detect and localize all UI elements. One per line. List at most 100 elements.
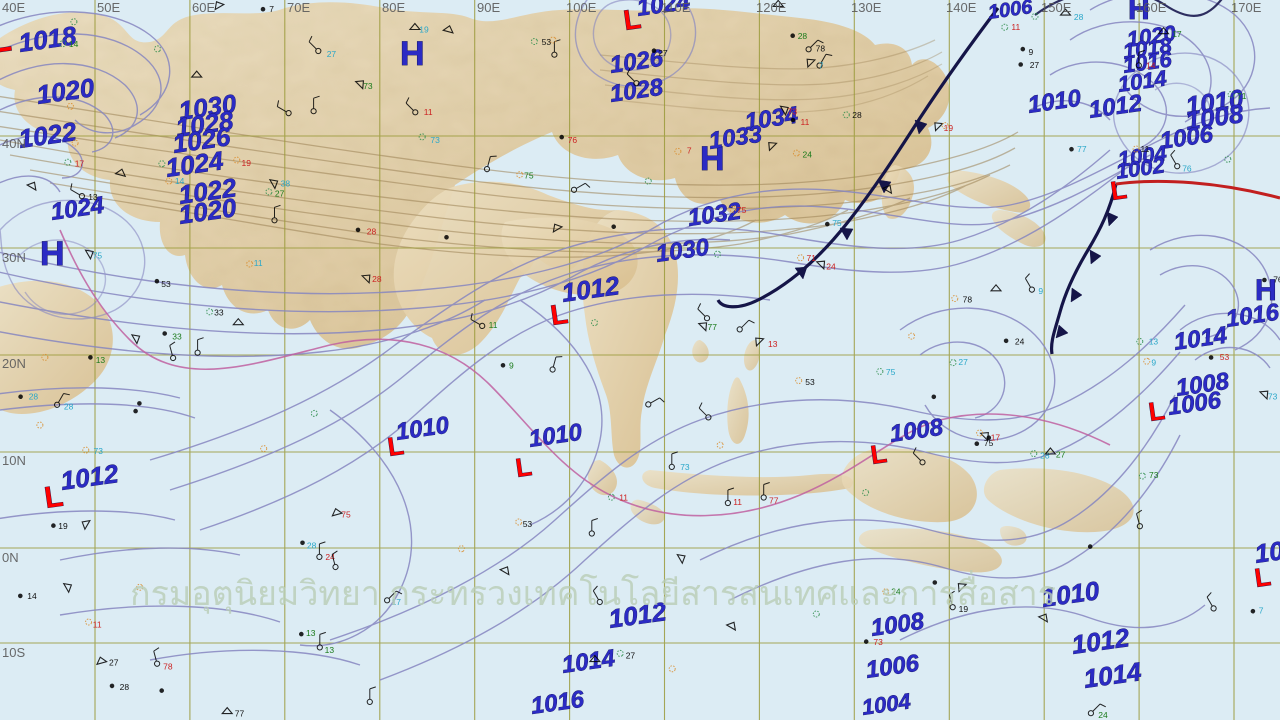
- svg-text:9: 9: [1038, 286, 1043, 296]
- svg-text:40E: 40E: [2, 0, 25, 15]
- svg-text:24: 24: [803, 150, 813, 160]
- svg-text:90E: 90E: [477, 0, 500, 15]
- svg-text:78: 78: [816, 44, 826, 54]
- svg-text:9: 9: [1151, 358, 1156, 368]
- svg-text:17: 17: [75, 158, 85, 168]
- svg-text:100E: 100E: [566, 0, 597, 15]
- svg-text:H: H: [40, 235, 65, 273]
- svg-text:9: 9: [509, 361, 514, 371]
- svg-text:53: 53: [161, 279, 171, 289]
- svg-text:140E: 140E: [946, 0, 977, 15]
- svg-text:27: 27: [958, 357, 968, 367]
- svg-text:17: 17: [1172, 29, 1182, 39]
- svg-text:73: 73: [788, 107, 798, 117]
- svg-text:14: 14: [175, 176, 185, 186]
- svg-text:11: 11: [619, 492, 628, 502]
- svg-text:53: 53: [523, 519, 533, 529]
- svg-text:28: 28: [372, 274, 382, 284]
- svg-text:73: 73: [1149, 470, 1159, 480]
- svg-text:19: 19: [58, 521, 68, 531]
- svg-text:กรมอุตุนิยมวิทยา กระทรวงเทคโนโ: กรมอุตุนิยมวิทยา กระทรวงเทคโนโลยีสารสนเท…: [130, 570, 1056, 614]
- svg-text:75: 75: [886, 367, 896, 377]
- svg-text:77: 77: [708, 322, 718, 332]
- svg-text:33: 33: [172, 331, 182, 341]
- svg-text:71: 71: [1237, 91, 1247, 101]
- svg-text:28: 28: [120, 682, 130, 692]
- svg-text:7: 7: [269, 4, 274, 14]
- svg-text:20N: 20N: [2, 356, 26, 371]
- svg-text:27: 27: [1030, 60, 1040, 70]
- svg-text:24: 24: [826, 261, 836, 271]
- svg-text:28: 28: [64, 401, 74, 411]
- svg-text:30N: 30N: [2, 250, 26, 265]
- svg-text:77: 77: [1077, 144, 1087, 154]
- svg-text:10S: 10S: [2, 645, 25, 660]
- svg-text:73: 73: [430, 135, 440, 145]
- svg-text:28: 28: [1074, 12, 1084, 22]
- svg-text:27: 27: [1056, 449, 1066, 459]
- svg-text:27: 27: [327, 49, 337, 59]
- svg-text:75: 75: [524, 171, 534, 181]
- svg-text:11: 11: [733, 497, 742, 507]
- svg-text:77: 77: [235, 709, 245, 719]
- svg-text:75: 75: [832, 218, 842, 228]
- svg-text:160E: 160E: [1136, 0, 1167, 15]
- svg-text:78: 78: [963, 295, 973, 305]
- svg-text:14: 14: [1146, 61, 1156, 71]
- svg-text:11: 11: [1011, 22, 1020, 32]
- svg-text:60E: 60E: [192, 0, 215, 15]
- svg-text:130E: 130E: [851, 0, 882, 15]
- svg-text:78: 78: [163, 662, 173, 672]
- svg-text:10N: 10N: [2, 453, 26, 468]
- svg-text:75: 75: [341, 509, 351, 519]
- svg-text:150E: 150E: [1041, 0, 1072, 15]
- svg-text:76: 76: [1273, 275, 1280, 285]
- svg-text:53: 53: [1220, 352, 1230, 362]
- svg-text:80E: 80E: [382, 0, 405, 15]
- svg-text:9: 9: [1029, 47, 1034, 57]
- svg-text:38: 38: [281, 178, 291, 188]
- svg-text:27: 27: [626, 650, 636, 660]
- svg-text:13: 13: [1149, 337, 1159, 347]
- svg-text:27: 27: [109, 658, 119, 668]
- svg-text:11: 11: [801, 117, 810, 127]
- svg-text:170E: 170E: [1231, 0, 1262, 15]
- svg-text:11: 11: [93, 619, 102, 629]
- svg-text:53: 53: [805, 377, 815, 387]
- svg-text:13: 13: [96, 355, 106, 365]
- svg-text:76: 76: [568, 135, 578, 145]
- svg-text:76: 76: [1182, 163, 1192, 173]
- svg-text:13: 13: [325, 645, 335, 655]
- svg-text:28: 28: [798, 31, 808, 41]
- svg-text:27: 27: [275, 188, 285, 198]
- svg-text:11: 11: [254, 258, 263, 268]
- svg-text:11: 11: [424, 107, 433, 117]
- svg-text:70E: 70E: [287, 0, 310, 15]
- svg-text:75: 75: [737, 205, 747, 215]
- svg-text:71: 71: [807, 253, 817, 263]
- svg-text:11: 11: [489, 320, 498, 330]
- svg-text:14: 14: [27, 591, 37, 601]
- svg-text:28: 28: [367, 227, 377, 237]
- svg-text:73: 73: [363, 81, 373, 91]
- svg-text:19: 19: [944, 123, 954, 133]
- svg-text:H: H: [400, 35, 425, 73]
- svg-text:73: 73: [94, 446, 104, 456]
- svg-text:13: 13: [768, 339, 778, 349]
- svg-text:13: 13: [88, 192, 98, 202]
- svg-text:19: 19: [419, 25, 429, 35]
- svg-text:110E: 110E: [661, 0, 691, 15]
- svg-text:75: 75: [93, 251, 103, 261]
- svg-text:7: 7: [819, 61, 824, 71]
- svg-text:7: 7: [687, 146, 692, 156]
- svg-text:50E: 50E: [97, 0, 120, 15]
- svg-text:17: 17: [991, 432, 1001, 442]
- svg-text:24: 24: [1098, 710, 1108, 720]
- svg-text:28: 28: [852, 110, 862, 120]
- svg-text:24: 24: [1015, 336, 1025, 346]
- svg-text:120E: 120E: [756, 0, 787, 15]
- svg-text:13: 13: [306, 628, 316, 638]
- svg-text:73: 73: [1268, 391, 1278, 401]
- svg-text:73: 73: [873, 637, 883, 647]
- svg-text:40N: 40N: [2, 136, 26, 151]
